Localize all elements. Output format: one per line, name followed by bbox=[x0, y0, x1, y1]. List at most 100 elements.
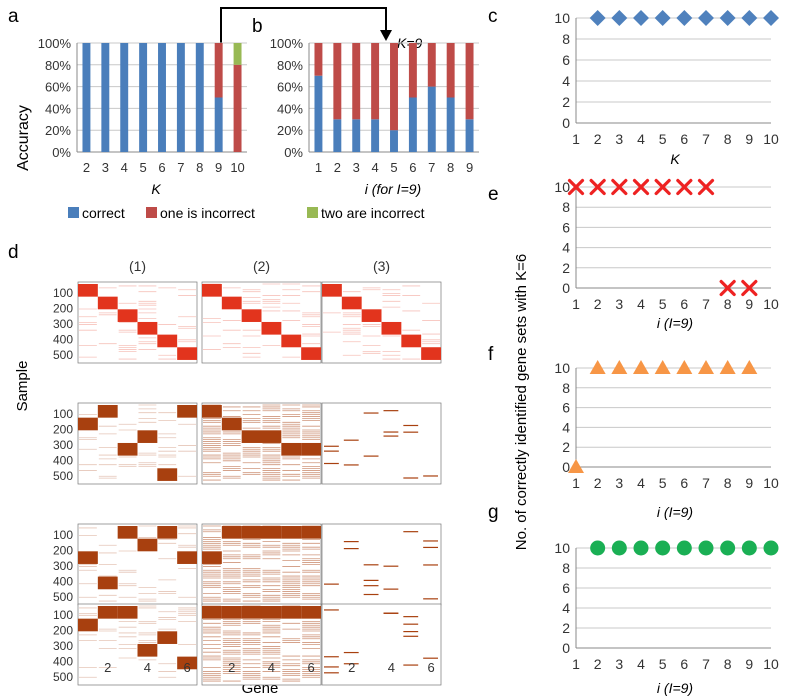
panel-d-block bbox=[117, 606, 138, 619]
panel-g-xtick: 9 bbox=[745, 656, 753, 672]
panel-g-point bbox=[655, 540, 671, 556]
panel-e-point bbox=[676, 178, 693, 196]
legend-swatch-one-incorrect bbox=[146, 207, 157, 218]
panel-a-ytick: 100% bbox=[38, 36, 72, 51]
panel-g-ytick: 10 bbox=[554, 540, 570, 556]
panel-d-block bbox=[202, 551, 222, 564]
panel-f-ytick: 2 bbox=[562, 439, 570, 455]
panel-f-point bbox=[633, 360, 649, 374]
panel-g-xtick: 1 bbox=[572, 656, 580, 672]
panel-c-ytick: 2 bbox=[562, 94, 570, 110]
panel-d-ytick: 300 bbox=[53, 639, 73, 653]
panel-d-ytick: 200 bbox=[53, 544, 73, 558]
panel-d-block bbox=[221, 296, 242, 310]
panel-c-point bbox=[719, 10, 736, 26]
panel-b-bar-4-correct bbox=[371, 119, 380, 152]
panel-g-point bbox=[720, 540, 736, 556]
panel-b-bar-2-one-is-incorrect bbox=[333, 43, 342, 120]
panel-e-ytick: 4 bbox=[562, 240, 570, 256]
panel-d-ytick: 200 bbox=[53, 302, 73, 316]
panel-a-chart: 0% 20% 40% 60% 80% 100% 2 3 4 5 6 7 8 9 10 bbox=[38, 36, 247, 175]
panel-g-xtick: 4 bbox=[637, 656, 645, 672]
panel-a-ytick: 20% bbox=[45, 123, 71, 138]
panel-d-block bbox=[78, 417, 98, 431]
panel-d-block bbox=[322, 284, 342, 297]
panel-b-ytick: 0% bbox=[284, 145, 303, 160]
panel-b-xtick: 6 bbox=[409, 160, 416, 175]
panel-d-ytick: 400 bbox=[53, 655, 73, 669]
panel-g-xtick: 5 bbox=[659, 656, 667, 672]
panel-b-bar-2-correct bbox=[333, 119, 342, 152]
panel-c-xtick: 1 bbox=[572, 131, 580, 147]
panel-f-ytick: 10 bbox=[554, 360, 570, 376]
panel-a-ytick: 0% bbox=[52, 145, 71, 160]
panel-e-xtick: 8 bbox=[724, 296, 732, 312]
panel-c-xtick: 7 bbox=[702, 131, 710, 147]
plots-layer: 0%20%40%60%80%100%2 3 4 5 6 7 8 9 100%20%40%60%8… bbox=[38, 10, 779, 686]
panel-label-f: f bbox=[488, 344, 494, 365]
panel-b-ytick: 40% bbox=[277, 101, 303, 116]
panel-d-block bbox=[177, 551, 197, 564]
panel-g-ytick: 4 bbox=[562, 600, 570, 616]
panel-label-g: g bbox=[488, 502, 499, 523]
panel-f-xtick: 8 bbox=[724, 475, 732, 491]
panel-g-point bbox=[741, 540, 757, 556]
panel-a-bar-4-correct bbox=[120, 43, 129, 152]
panel-c-ytick: 8 bbox=[562, 31, 570, 47]
panel-g-xtick: 3 bbox=[615, 656, 623, 672]
legend-label-one-incorrect: one is incorrect bbox=[160, 205, 255, 221]
panel-d-block bbox=[97, 606, 118, 619]
panel-d-block bbox=[137, 643, 158, 657]
legend: correct one is incorrect two are incorre… bbox=[68, 205, 425, 221]
panel-g-xtick: 2 bbox=[594, 656, 602, 672]
legend-label-two-incorrect: two are incorrect bbox=[321, 205, 425, 221]
panel-e-xtick: 7 bbox=[702, 296, 710, 312]
panel-d-block bbox=[97, 405, 118, 418]
panel-c-xlabel: K bbox=[670, 151, 680, 167]
panel-f-point bbox=[654, 360, 671, 374]
panel-f-xtick: 6 bbox=[680, 475, 688, 491]
panel-c-point bbox=[741, 10, 758, 26]
panel-a-xtick: 9 bbox=[215, 160, 222, 175]
panel-b-bar-3-correct bbox=[352, 119, 361, 152]
panel-b-xtick: 3 bbox=[353, 160, 360, 175]
panel-d-block bbox=[401, 334, 422, 348]
panel-e-xtick: 10 bbox=[763, 296, 779, 312]
panel-b-xtick: 1 bbox=[315, 160, 322, 175]
panel-d-block bbox=[261, 606, 282, 619]
panel-a-xtick: 2 bbox=[83, 160, 90, 175]
panel-b-xlabel: i (for I=9) bbox=[365, 181, 421, 197]
panel-c-xtick: 4 bbox=[637, 131, 645, 147]
panel-c-point bbox=[654, 10, 671, 26]
panel-c-point bbox=[698, 10, 714, 26]
panel-d-block bbox=[301, 347, 321, 360]
panel-d-xtick: 6 bbox=[427, 660, 434, 675]
panel-d-block bbox=[221, 417, 242, 431]
panel-label-c: c bbox=[488, 6, 498, 27]
panel-d-ytick: 200 bbox=[53, 423, 73, 437]
panel-d-block bbox=[241, 309, 262, 322]
panel-e-xlabel: i (I=9) bbox=[657, 315, 693, 331]
panel-d-block bbox=[177, 405, 197, 418]
panel-b-ytick: 80% bbox=[277, 58, 303, 73]
panel-d-block bbox=[202, 606, 222, 619]
panel-g-point bbox=[676, 540, 692, 556]
panel-c-ytick: 4 bbox=[562, 73, 570, 89]
panel-b-ytick: 20% bbox=[277, 123, 303, 138]
panel-b-ytick: 60% bbox=[277, 80, 303, 95]
panel-e-xtick: 1 bbox=[572, 296, 580, 312]
panel-f-ytick: 4 bbox=[562, 419, 570, 435]
panel-d-column-label: (2) bbox=[253, 258, 270, 274]
panel-c-xtick: 5 bbox=[659, 131, 667, 147]
panel-d-block bbox=[261, 526, 282, 539]
panel-b-xtick: 8 bbox=[447, 160, 454, 175]
panel-c-point bbox=[763, 10, 779, 26]
panel-d-xtick: 4 bbox=[388, 660, 395, 675]
panel-f-ytick: 0 bbox=[562, 459, 570, 475]
panel-e-ytick: 10 bbox=[554, 179, 570, 195]
panel-c-point bbox=[633, 10, 649, 26]
panel-b-bar-5-one-is-incorrect bbox=[390, 43, 398, 131]
panel-g-xtick: 6 bbox=[680, 656, 688, 672]
panel-c-xtick: 9 bbox=[745, 131, 753, 147]
panel-g-ytick: 6 bbox=[562, 580, 570, 596]
